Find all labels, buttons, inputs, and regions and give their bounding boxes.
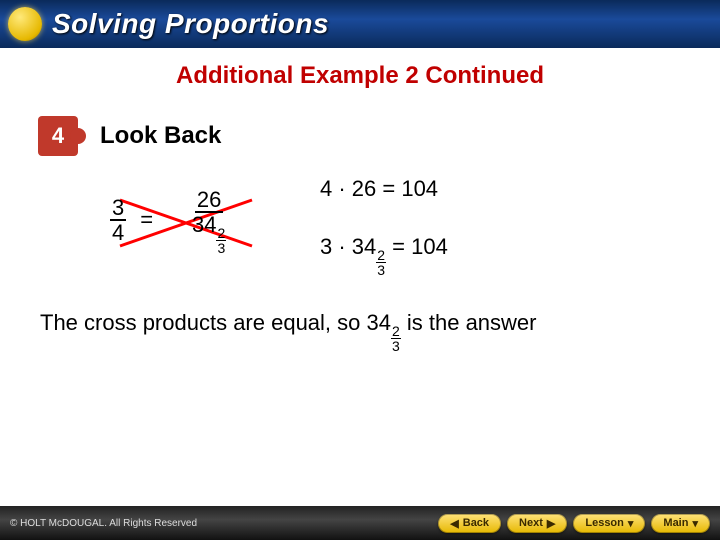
fraction-right-den: 3423 (190, 213, 228, 255)
header-bar: Solving Proportions (0, 0, 720, 48)
calc-line-2: 3 · 3423 = 104 (320, 234, 448, 277)
conclusion-pre: The cross products are equal, so 34 (40, 310, 391, 335)
nav-buttons: ◀ Back Next ▶ Lesson ▾ Main ▾ (438, 514, 710, 533)
fraction-left-den: 4 (110, 221, 126, 244)
copyright-text: © HOLT McDOUGAL. All Rights Reserved (10, 518, 197, 529)
mixed-frac: 23 (216, 226, 226, 255)
back-button-label: Back (463, 517, 489, 529)
lesson-button-label: Lesson (585, 517, 624, 529)
conclusion-frac: 23 (391, 324, 401, 353)
conclusion-post: is the answer (401, 310, 537, 335)
calc-line-1: 4 · 26 = 104 (320, 176, 438, 202)
calc2-pre: 3 · 34 (320, 234, 376, 259)
equals-sign: = (140, 207, 153, 233)
footer-bar: © HOLT McDOUGAL. All Rights Reserved ◀ B… (0, 506, 720, 540)
globe-icon (8, 7, 42, 41)
chevron-right-icon: ▶ (547, 517, 555, 530)
next-button[interactable]: Next ▶ (507, 514, 567, 533)
main-button-label: Main (663, 517, 688, 529)
chevron-left-icon: ◀ (450, 517, 458, 530)
fraction-left: 3 4 (110, 196, 126, 244)
step-puzzle-icon: 4 (38, 116, 78, 156)
proportion-left: 3 4 = (110, 196, 153, 244)
fraction-right: 26 3423 (190, 188, 228, 255)
work-area: 3 4 = 26 3423 4 · 26 = 104 3 · 3423 = 10… (110, 176, 720, 286)
next-button-label: Next (519, 517, 543, 529)
lesson-button[interactable]: Lesson ▾ (573, 514, 645, 533)
step-label: Look Back (100, 122, 221, 150)
mixed-int: 34 (192, 212, 216, 237)
subtitle: Additional Example 2 Continued (0, 62, 720, 90)
calc2-frac: 23 (376, 248, 386, 277)
back-button[interactable]: ◀ Back (438, 514, 501, 533)
main-button[interactable]: Main ▾ (651, 514, 710, 533)
chevron-down-icon: ▾ (692, 517, 698, 530)
step-row: 4 Look Back (38, 116, 720, 156)
fraction-right-num: 26 (195, 188, 223, 213)
conclusion-text: The cross products are equal, so 3423 is… (40, 308, 680, 353)
calc2-post: = 104 (386, 234, 448, 259)
fraction-left-num: 3 (110, 196, 126, 221)
chevron-down-icon: ▾ (628, 517, 634, 530)
page-title: Solving Proportions (52, 8, 329, 40)
step-number: 4 (52, 123, 64, 149)
proportion-right: 26 3423 (190, 188, 228, 255)
